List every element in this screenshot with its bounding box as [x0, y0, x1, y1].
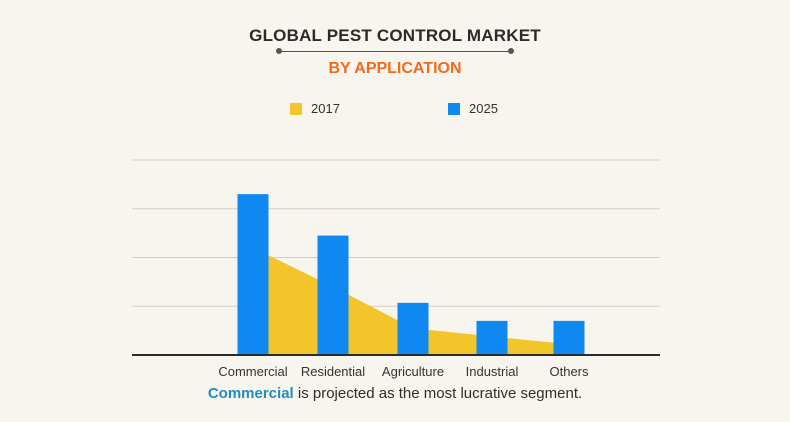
chart-subtitle: BY APPLICATION — [328, 60, 462, 77]
chart-canvas: Commercial Residential Agriculture Industri… — [132, 159, 660, 379]
series-2025-bar — [476, 320, 508, 355]
legend-label-2017: 2017 — [311, 101, 340, 116]
chart-title: GLOBAL PEST CONTROL MARKET — [249, 26, 541, 45]
x-tick-label: Commercial — [218, 364, 287, 379]
footer-text: is projected as the most lucrative segme… — [293, 385, 583, 402]
series-2025-bar — [397, 302, 429, 355]
legend-swatch-2017 — [290, 102, 302, 115]
x-tick-label: Industrial — [466, 364, 519, 379]
legend-item-2025: 2025 — [448, 101, 498, 116]
legend-item-2017: 2017 — [290, 101, 340, 116]
legend-swatch-2025 — [448, 102, 460, 115]
x-tick-label: Others — [549, 364, 589, 379]
title-divider-dot-right — [508, 48, 514, 54]
title-divider-dot-left — [276, 48, 282, 54]
x-tick-label: Residential — [301, 364, 365, 379]
x-tick-label: Agriculture — [382, 364, 444, 379]
series-2025-bar — [317, 235, 349, 355]
legend-label-2025: 2025 — [469, 101, 498, 116]
footer-caption: Commercial is projected as the most lucr… — [0, 385, 790, 402]
title-divider — [279, 51, 511, 52]
series-2025-bar — [237, 194, 269, 355]
footer-highlight: Commercial — [207, 385, 294, 402]
series-2025-bar — [553, 320, 585, 355]
